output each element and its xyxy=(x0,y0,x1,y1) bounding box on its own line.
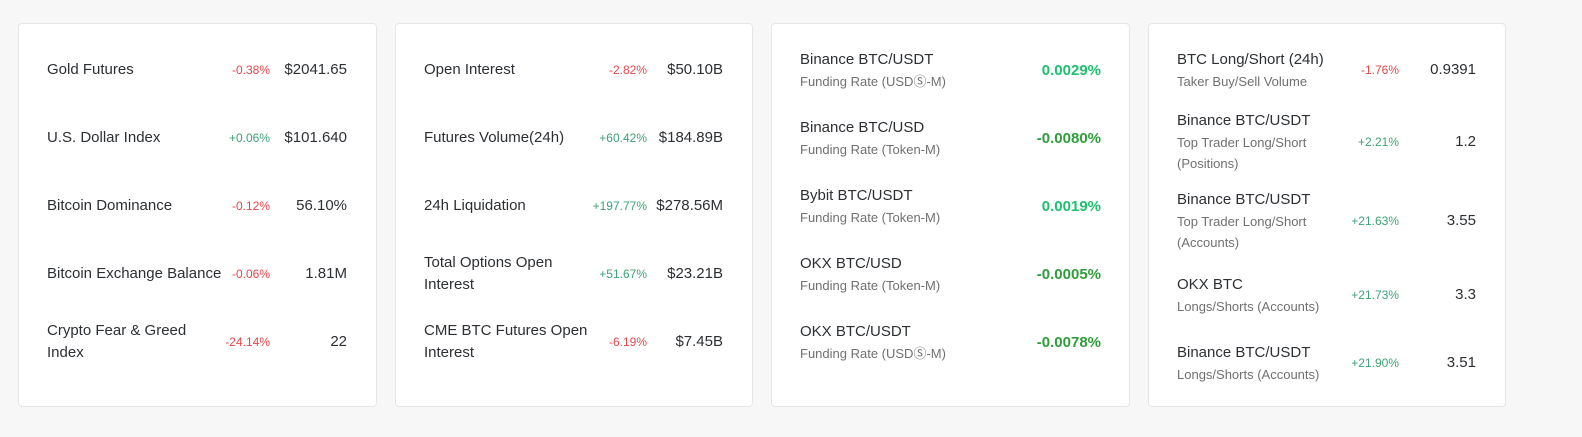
row-label: Bybit BTC/USDT xyxy=(800,186,913,204)
row-value: $101.640 xyxy=(284,129,347,146)
open-interest-row[interactable]: Open Interest -2.82% $50.10B xyxy=(396,40,752,100)
change-percent: +21.63% xyxy=(1351,214,1399,228)
funding-rate: -0.0080% xyxy=(1036,129,1101,147)
row-value: 3.51 xyxy=(1446,354,1476,371)
change-percent: +21.90% xyxy=(1351,356,1399,370)
funding-row[interactable]: Bybit BTC/USDT Funding Rate (Token-M) 0.0… xyxy=(772,176,1129,236)
fear-greed-row[interactable]: Crypto Fear & Greed Index -24.14% 22 xyxy=(19,312,376,372)
change-percent: -0.38% xyxy=(231,63,270,77)
row-label: Bitcoin Exchange Balance xyxy=(47,265,222,282)
row-value: $184.89B xyxy=(658,129,723,146)
row-sublabel: Funding Rate (Token-M) xyxy=(800,277,941,293)
options-open-interest-row[interactable]: Total Options Open Interest +51.67% $23.… xyxy=(396,244,752,304)
row-label: 24h Liquidation xyxy=(424,197,526,214)
row-label: Open Interest xyxy=(424,61,515,78)
row-sublabel: Longs/Shorts (Accounts) xyxy=(1177,298,1320,314)
change-percent: -0.12% xyxy=(231,199,270,213)
row-label: Binance BTC/USDT xyxy=(1177,112,1311,129)
long-short-row[interactable]: Binance BTC/USDT Longs/Shorts (Accounts) … xyxy=(1149,333,1505,393)
row-label: Crypto Fear & Greed Index xyxy=(47,322,187,361)
row-value: 3.3 xyxy=(1455,286,1476,303)
liquidation-row[interactable]: 24h Liquidation +197.77% $278.56M xyxy=(396,176,752,236)
futures-volume-row[interactable]: Futures Volume(24h) +60.42% $184.89B xyxy=(396,108,752,168)
long-short-row[interactable]: OKX BTC Longs/Shorts (Accounts) +21.73% 3… xyxy=(1149,265,1505,325)
row-sublabel: Top Trader Long/Short (Accounts) xyxy=(1177,214,1307,250)
row-label: OKX BTC/USDT xyxy=(800,322,911,340)
row-value: 56.10% xyxy=(296,197,347,214)
row-label: Binance BTC/USD xyxy=(800,118,925,136)
change-percent: +51.67% xyxy=(599,267,647,281)
change-percent: +60.42% xyxy=(599,131,647,145)
change-percent: -6.19% xyxy=(608,335,647,349)
gold-futures-row[interactable]: Gold Futures -0.38% $2041.65 xyxy=(19,40,376,100)
funding-row[interactable]: OKX BTC/USDT Funding Rate (USDⓈ-M) -0.007… xyxy=(772,312,1129,372)
change-percent: -2.82% xyxy=(608,63,647,77)
row-sublabel: Funding Rate (USDⓈ-M) xyxy=(800,73,946,89)
change-percent: +0.06% xyxy=(228,131,270,145)
funding-rate: -0.0078% xyxy=(1036,333,1101,351)
row-label: CME BTC Futures Open Interest xyxy=(424,322,588,361)
change-percent: -24.14% xyxy=(225,335,270,349)
row-value: 1.81M xyxy=(305,265,347,282)
row-label: OKX BTC xyxy=(1177,275,1243,293)
row-label: Futures Volume(24h) xyxy=(424,129,565,146)
funding-row[interactable]: OKX BTC/USD Funding Rate (Token-M) -0.000… xyxy=(772,244,1129,304)
row-value: $278.56M xyxy=(656,197,723,214)
change-percent: +197.77% xyxy=(592,199,647,213)
row-sublabel: Longs/Shorts (Accounts) xyxy=(1177,366,1320,382)
row-label: Binance BTC/USDT xyxy=(800,50,934,68)
row-value: $2041.65 xyxy=(284,61,347,78)
long-short-row[interactable]: BTC Long/Short (24h) Taker Buy/Sell Volum… xyxy=(1149,40,1505,100)
funding-rate: -0.0005% xyxy=(1036,265,1101,283)
row-value: 1.2 xyxy=(1455,133,1476,150)
long-short-card: BTC Long/Short (24h) Taker Buy/Sell Volum… xyxy=(1148,23,1506,407)
row-value: 0.9391 xyxy=(1430,61,1476,78)
row-label: U.S. Dollar Index xyxy=(47,129,161,146)
row-label: Bitcoin Dominance xyxy=(47,197,173,214)
row-sublabel: Funding Rate (USDⓈ-M) xyxy=(800,345,946,361)
row-value: 3.55 xyxy=(1446,212,1476,229)
row-value: $50.10B xyxy=(667,61,723,78)
derivatives-card: Open Interest -2.82% $50.10B Futures Vol… xyxy=(395,23,753,407)
change-percent: +21.73% xyxy=(1351,288,1399,302)
row-label: OKX BTC/USD xyxy=(800,254,902,272)
change-percent: +2.21% xyxy=(1357,135,1399,149)
bitcoin-dominance-row[interactable]: Bitcoin Dominance -0.12% 56.10% xyxy=(19,176,376,236)
row-label: Gold Futures xyxy=(47,61,134,78)
change-percent: -1.76% xyxy=(1360,63,1399,77)
funding-row[interactable]: Binance BTC/USDT Funding Rate (USDⓈ-M) 0.… xyxy=(772,40,1129,100)
row-sublabel: Funding Rate (Token-M) xyxy=(800,209,941,225)
funding-rate: 0.0019% xyxy=(1041,197,1101,215)
row-value: $7.45B xyxy=(675,333,723,350)
macro-indicators-card: Gold Futures -0.38% $2041.65 U.S. Dollar… xyxy=(18,23,377,407)
funding-rates-card: Binance BTC/USDT Funding Rate (USDⓈ-M) 0.… xyxy=(771,23,1130,407)
long-short-row[interactable]: Binance BTC/USDT Top Trader Long/Short (P… xyxy=(1149,112,1505,172)
row-value: 22 xyxy=(330,333,347,350)
row-sublabel: Taker Buy/Sell Volume xyxy=(1177,73,1308,89)
change-percent: -0.06% xyxy=(231,267,270,281)
cme-open-interest-row[interactable]: CME BTC Futures Open Interest -6.19% $7.… xyxy=(396,312,752,372)
row-sublabel: Top Trader Long/Short (Positions) xyxy=(1177,135,1307,171)
row-value: $23.21B xyxy=(667,265,723,282)
exchange-balance-row[interactable]: Bitcoin Exchange Balance -0.06% 1.81M xyxy=(19,244,376,304)
row-sublabel: Funding Rate (Token-M) xyxy=(800,141,941,157)
row-label: Total Options Open Interest xyxy=(424,254,553,293)
dollar-index-row[interactable]: U.S. Dollar Index +0.06% $101.640 xyxy=(19,108,376,168)
row-label: Binance BTC/USDT xyxy=(1177,343,1311,361)
long-short-row[interactable]: Binance BTC/USDT Top Trader Long/Short (A… xyxy=(1149,191,1505,251)
funding-row[interactable]: Binance BTC/USD Funding Rate (Token-M) -0… xyxy=(772,108,1129,168)
row-label: BTC Long/Short (24h) xyxy=(1177,50,1324,68)
row-label: Binance BTC/USDT xyxy=(1177,191,1311,208)
funding-rate: 0.0029% xyxy=(1041,61,1101,79)
